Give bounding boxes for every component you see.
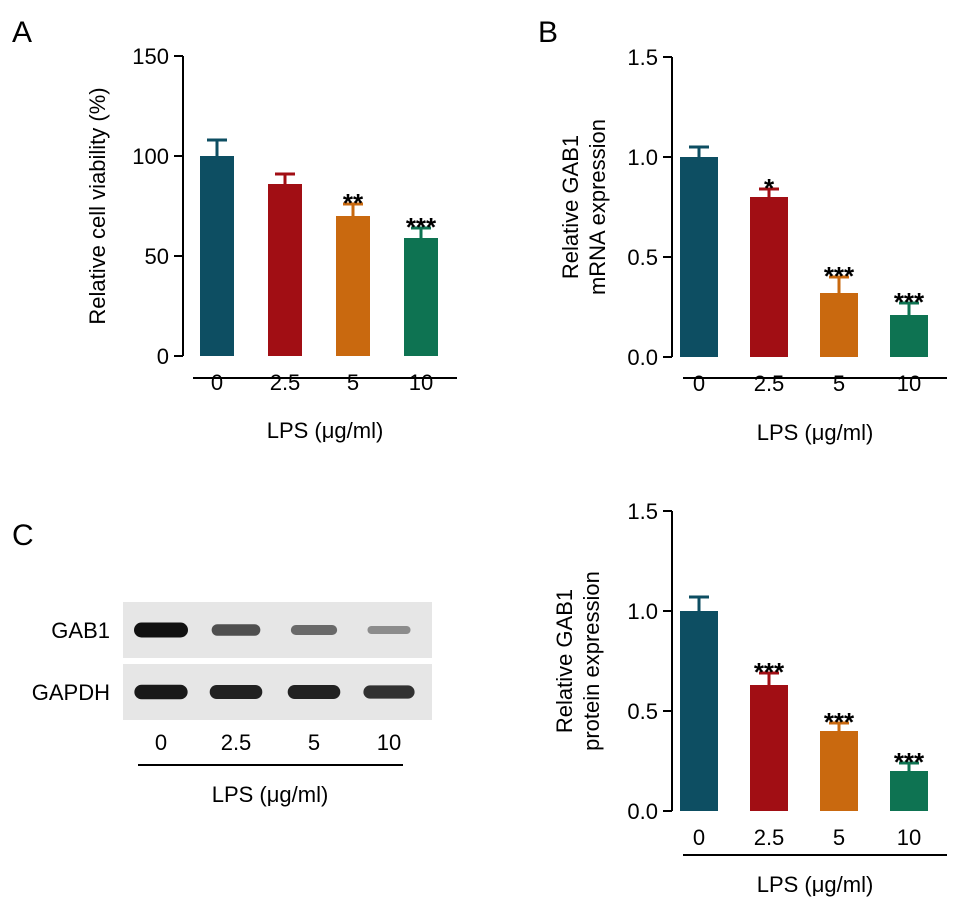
significance-mark: ***	[894, 747, 925, 777]
x-tick-label: 5	[833, 371, 845, 396]
blot-row-label: GAPDH	[32, 680, 110, 705]
y-tick-label: 100	[132, 144, 169, 169]
bar	[404, 238, 438, 356]
blot-band	[134, 684, 188, 700]
gab1-mrna-chart: 0.0 0.5 1.0 1.5 Relative GAB1 mRNA expression…	[558, 45, 947, 445]
x-tick-label: 10	[897, 825, 921, 850]
bar	[890, 315, 928, 357]
significance-mark: *	[764, 173, 775, 203]
blot-band	[287, 684, 341, 700]
x-axis-label: LPS (μg/ml)	[757, 872, 874, 897]
blot-lane-label: 10	[377, 730, 401, 755]
y-tick-label: 0	[157, 344, 169, 369]
bar	[750, 685, 788, 811]
blot-band	[367, 626, 411, 634]
significance-mark: ***	[824, 707, 855, 737]
significance-mark: ***	[824, 261, 855, 291]
x-tick-label: 2.5	[754, 825, 785, 850]
viability-chart: 0 50 100 150 Relative cell viability (%) 0 2.5…	[85, 44, 457, 443]
blot-lane-label: 5	[308, 730, 320, 755]
blot-band	[290, 624, 338, 636]
bar	[680, 611, 718, 811]
bar	[200, 156, 234, 356]
blot-lane-label: 2.5	[221, 730, 252, 755]
panel-label-b: B	[538, 16, 558, 49]
y-tick-label: 1.5	[627, 45, 658, 70]
y-axis-label: protein expression	[579, 571, 604, 751]
x-tick-label: 2.5	[270, 370, 301, 395]
significance-mark: ***	[406, 212, 437, 242]
blot-band	[363, 685, 415, 699]
x-tick-label: 0	[211, 370, 223, 395]
significance-mark: ***	[754, 657, 785, 687]
x-tick-label: 2.5	[754, 371, 785, 396]
y-tick-label: 0.0	[627, 345, 658, 370]
bar	[890, 771, 928, 811]
y-tick-label: 50	[145, 244, 169, 269]
x-tick-label: 0	[693, 371, 705, 396]
blot-lane-label: 0	[155, 730, 167, 755]
western-blot: GAB1 GAPDH 0 2.5 5 10 LPS (μg/ml)	[32, 602, 432, 807]
x-axis-label: LPS (μg/ml)	[267, 418, 384, 443]
panel-label-c: C	[12, 519, 34, 552]
y-axis-label: Relative cell viability (%)	[85, 87, 110, 324]
bar	[268, 184, 302, 356]
blot-x-label: LPS (μg/ml)	[212, 782, 329, 807]
y-tick-label: 1.0	[627, 145, 658, 170]
blot-band	[134, 622, 188, 638]
y-tick-label: 150	[132, 44, 169, 69]
panel-label-a: A	[12, 16, 32, 49]
x-tick-label: 5	[833, 825, 845, 850]
x-tick-label: 5	[347, 370, 359, 395]
y-tick-label: 1.5	[627, 499, 658, 524]
x-tick-label: 10	[409, 370, 433, 395]
bar	[336, 216, 370, 356]
y-tick-label: 0.5	[627, 699, 658, 724]
x-axis-label: LPS (μg/ml)	[757, 420, 874, 445]
x-tick-label: 0	[693, 825, 705, 850]
blot-band	[211, 624, 261, 636]
significance-mark: **	[343, 188, 364, 218]
x-tick-label: 10	[897, 371, 921, 396]
gab1-protein-chart: 0.0 0.5 1.0 1.5 Relative GAB1 protein express…	[552, 499, 947, 897]
blot-band	[209, 684, 263, 700]
bar	[750, 197, 788, 357]
bar	[680, 157, 718, 357]
y-tick-label: 0.5	[627, 245, 658, 270]
y-axis-label: Relative GAB1	[552, 589, 577, 733]
significance-mark: ***	[894, 287, 925, 317]
y-tick-label: 1.0	[627, 599, 658, 624]
blot-row-label: GAB1	[51, 618, 110, 643]
y-axis-label: mRNA expression	[585, 119, 610, 295]
bar	[820, 731, 858, 811]
bar	[820, 293, 858, 357]
y-axis-label: Relative GAB1	[558, 135, 583, 279]
y-tick-label: 0.0	[627, 799, 658, 824]
